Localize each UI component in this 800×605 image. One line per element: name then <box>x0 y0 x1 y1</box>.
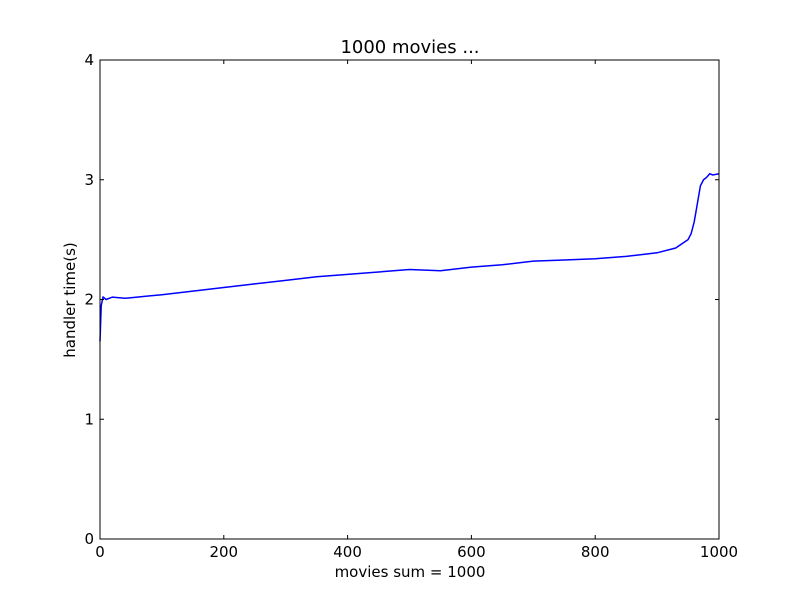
x-tick-label: 1000 <box>700 543 738 561</box>
y-tick-label: 4 <box>84 51 94 69</box>
plot-area <box>99 172 720 342</box>
y-tick-label: 2 <box>84 291 94 309</box>
y-axis: 0 1 2 3 4 <box>84 51 719 548</box>
x-tick-label: 0 <box>95 543 105 561</box>
series-line-0 <box>99 172 720 342</box>
x-tick-label: 400 <box>333 543 362 561</box>
x-axis: 0 200 400 600 800 1000 <box>95 60 738 561</box>
y-tick-label: 1 <box>84 410 94 428</box>
y-tick-label: 3 <box>84 171 94 189</box>
x-tick-label: 800 <box>581 543 610 561</box>
y-tick-label: 0 <box>84 530 94 548</box>
x-tick-label: 200 <box>209 543 238 561</box>
plot-frame <box>99 59 720 540</box>
x-tick-label: 600 <box>457 543 486 561</box>
chart-title: 1000 movies ... <box>340 37 479 58</box>
y-axis-label: handler time(s) <box>61 242 79 357</box>
x-axis-label: movies sum = 1000 <box>335 563 486 581</box>
